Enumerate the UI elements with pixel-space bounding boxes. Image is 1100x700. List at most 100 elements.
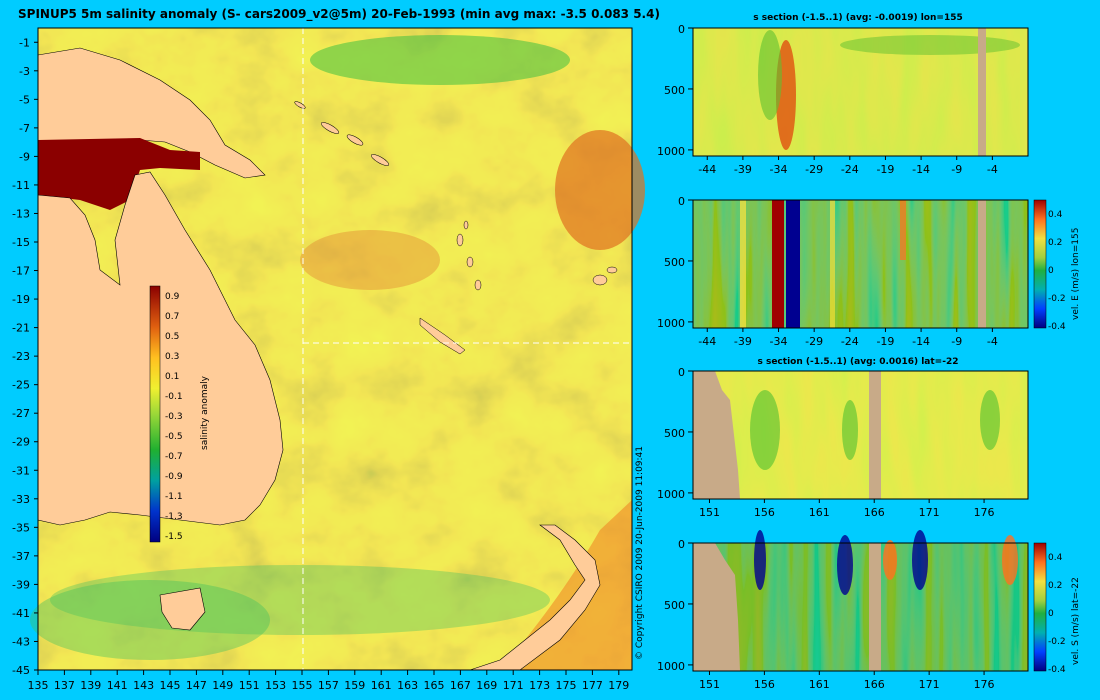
panel-2-plot (692, 199, 1029, 329)
panel-4-x-tick-label: 176 (974, 678, 995, 691)
map-feature (38, 138, 200, 210)
panel-1-land (978, 28, 986, 156)
panel-2-colorbar-label: vel. E (m/s) lon=155 (1071, 228, 1081, 320)
panel-2-x-tick-label: -44 (698, 335, 716, 348)
panel-2-x-tick-label: -24 (841, 335, 859, 348)
panel-4-feature (912, 530, 928, 590)
map-x-tick-label: 135 (28, 679, 49, 692)
panel-2-feature (900, 200, 906, 260)
panel-4-colorbar (1033, 542, 1047, 672)
panel-1-y-axis: 0 500 1000 (657, 23, 693, 158)
panel-2-colorbar-tick-label: -0.2 (1048, 294, 1066, 304)
map-y-tick-label: -17 (12, 265, 30, 278)
map-y-tick-label: -35 (12, 521, 30, 534)
map-colorbar-tick-label: -1.5 (165, 532, 183, 542)
map-colorbar-tick-label: -0.7 (165, 452, 183, 462)
panel-4-land (869, 543, 881, 671)
map-y-tick-label: -7 (19, 122, 30, 135)
map-y-tick-label: -23 (12, 350, 30, 363)
map-colorbar-tick-label: -0.9 (165, 472, 183, 482)
panel-1-y-tick-label: 0 (678, 23, 685, 36)
map-y-axis: -1 -3 -5 -7 -9 -11 -13 -15 -17 -19 -21 -23 -25 -27 -29… (12, 36, 38, 677)
map-y-tick-label: -3 (19, 65, 30, 78)
map-y-tick-label: -5 (19, 93, 30, 106)
panel-4-land (693, 543, 740, 671)
map-title: SPINUP5 5m salinity anomaly (S- cars2009… (18, 7, 660, 22)
panel-4-x-axis: 151 156 161 166 171 176 (699, 671, 995, 691)
map-y-tick-label: -13 (12, 207, 30, 220)
panel-4-colorbar-tick-label: 0 (1048, 609, 1054, 619)
map-y-tick-label: -29 (12, 436, 30, 449)
map-x-tick-label: 177 (582, 679, 603, 692)
panel-3-frame (692, 370, 1029, 500)
panel-2-x-tick-label: -39 (734, 335, 752, 348)
panel-4-y-tick-label: 0 (678, 538, 685, 551)
map-colorbar-tick-label: -1.1 (165, 492, 183, 502)
panel-1-x-tick-label: -39 (734, 163, 752, 176)
map-y-tick-label: -21 (12, 322, 30, 335)
panel-1-y-tick-label: 500 (664, 84, 685, 97)
map-y-tick-label: -43 (12, 635, 30, 648)
map-x-tick-label: 157 (318, 679, 339, 692)
panel-2-feature (740, 200, 746, 328)
map-x-tick-label: 175 (556, 679, 577, 692)
map-x-tick-label: 143 (133, 679, 154, 692)
panel-3-feature (980, 390, 1000, 450)
panel-4-x-tick-label: 166 (864, 678, 885, 691)
panel-2-colorbar-tick-label: -0.4 (1048, 322, 1066, 332)
panel-2-colorbar-tick-label: 0.2 (1048, 238, 1062, 248)
map-x-tick-label: 155 (292, 679, 313, 692)
panel-2-land (978, 200, 986, 328)
map-x-tick-label: 141 (107, 679, 128, 692)
panel-4-x-tick-label: 156 (754, 678, 775, 691)
panel-2-x-tick-label: -34 (770, 335, 788, 348)
map-x-tick-label: 161 (371, 679, 392, 692)
panel-4-colorbar-tick-label: -0.4 (1048, 665, 1066, 675)
panel-4-colorbar-tick-label: 0.2 (1048, 581, 1062, 591)
map-colorbar-tick-label: 0.3 (165, 352, 179, 362)
panel-3-x-tick-label: 151 (699, 506, 720, 519)
panel-2-feature (772, 200, 784, 328)
map-colorbar-tick-label: 0.9 (165, 292, 180, 302)
map-feature (30, 580, 270, 660)
panel-3-x-tick-label: 156 (754, 506, 775, 519)
map-colorbar-tick-label: 0.1 (165, 372, 179, 382)
panel-1-x-tick-label: -19 (876, 163, 894, 176)
panel-1-x-tick-label: -4 (987, 163, 998, 176)
panel-4-colorbar-ticks: 0.4 0.2 0 -0.2 -0.4 (1048, 553, 1066, 675)
map-x-tick-label: 151 (239, 679, 260, 692)
map-plot (30, 27, 645, 671)
map-x-tick-label: 179 (608, 679, 629, 692)
map-x-tick-label: 167 (450, 679, 471, 692)
panel-3-y-tick-label: 500 (664, 427, 685, 440)
map-x-tick-label: 139 (80, 679, 101, 692)
map-x-axis: 135 137 139 141 143 145 147 149 151 153 155 157 159 1… (28, 670, 629, 692)
panel-3-field (693, 371, 1028, 499)
panel-2-y-tick-label: 500 (664, 256, 685, 269)
panel-1-x-tick-label: -9 (951, 163, 962, 176)
panel-1-frame (692, 27, 1029, 157)
panel-3-plot (692, 370, 1029, 500)
map-y-tick-label: -41 (12, 607, 30, 620)
panel-1-title: s section (-1.5..1) (avg: -0.0019) lon=1… (753, 13, 962, 23)
map-colorbar-tick-label: -1.3 (165, 512, 183, 522)
map-y-tick-label: -31 (12, 464, 30, 477)
panel-3-title: s section (-1.5..1) (avg: 0.0016) lat=-2… (757, 357, 958, 367)
panel-2-x-axis: -44 -39 -34 -29 -24 -19 -14 -9 -4 (698, 328, 998, 348)
land-fiji (592, 266, 618, 286)
panel-4-y-tick-label: 500 (664, 599, 685, 612)
map-feature (555, 130, 645, 250)
panel-4-colorbar-label: vel. S (m/s) lat=-22 (1071, 577, 1081, 665)
map-colorbar-ticks: 0.9 0.7 0.5 0.3 0.1 -0.1 -0.3 -0.5 -0.7 -0.9 -1.1 -… (165, 292, 183, 542)
panel-4-frame (692, 542, 1029, 672)
panel-4-y-tick-label: 1000 (657, 660, 685, 673)
panel-2-colorbar-ticks: 0.4 0.2 0 -0.2 -0.4 (1048, 210, 1066, 332)
map-colorbar-label: salinity anomaly (200, 375, 210, 450)
land-new-caledonia (419, 317, 466, 355)
panel-2-y-tick-label: 0 (678, 195, 685, 208)
panel-2-feature (830, 200, 835, 328)
map-y-tick-label: -27 (12, 407, 30, 420)
map-x-tick-label: 149 (212, 679, 233, 692)
panel-2-field (693, 200, 1028, 328)
panel-2-x-tick-label: -9 (951, 335, 962, 348)
